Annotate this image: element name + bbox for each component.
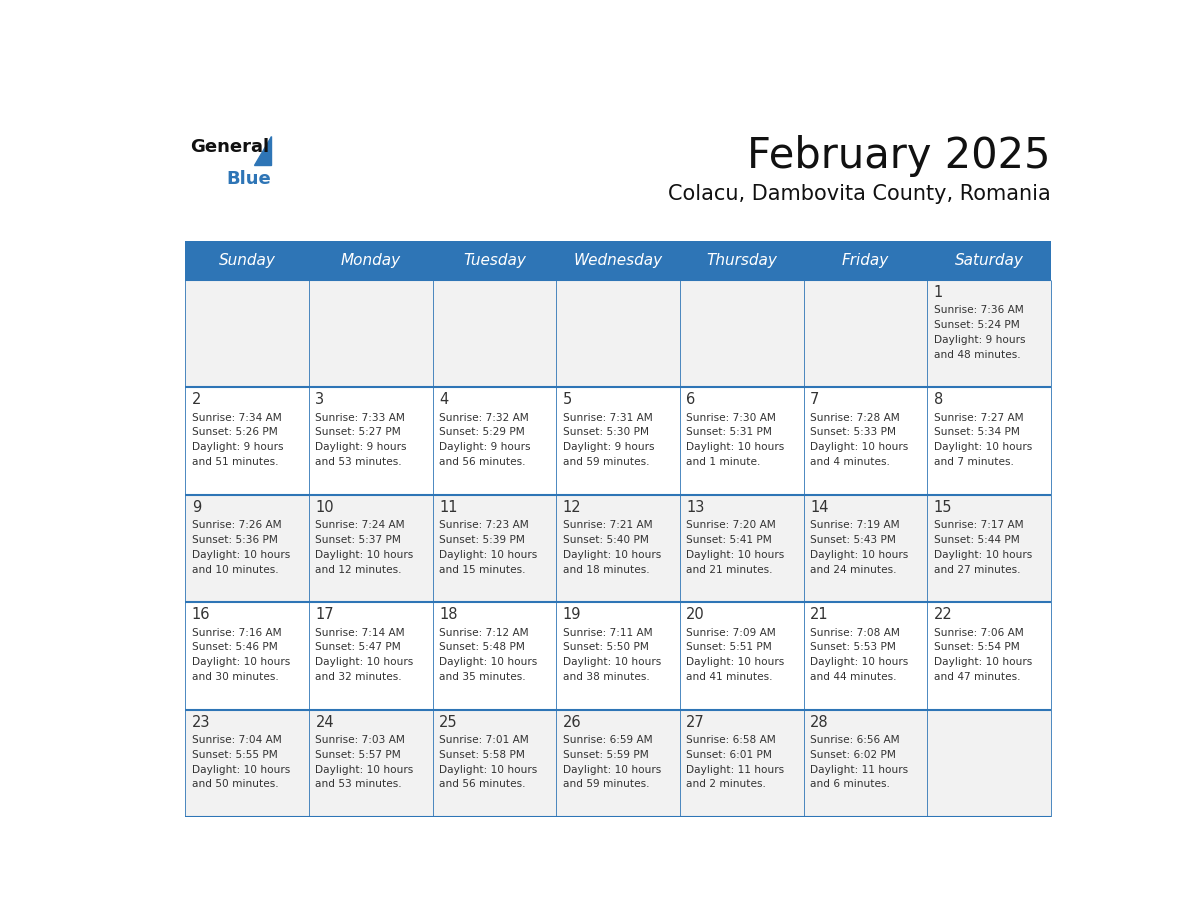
Text: Sunrise: 7:12 AM
Sunset: 5:48 PM
Daylight: 10 hours
and 35 minutes.: Sunrise: 7:12 AM Sunset: 5:48 PM Dayligh… [440,628,537,682]
Bar [927,241,1051,280]
Text: Sunrise: 7:34 AM
Sunset: 5:26 PM
Daylight: 9 hours
and 51 minutes.: Sunrise: 7:34 AM Sunset: 5:26 PM Dayligh… [191,413,283,467]
Bar [185,710,1051,817]
Text: Sunrise: 7:33 AM
Sunset: 5:27 PM
Daylight: 9 hours
and 53 minutes.: Sunrise: 7:33 AM Sunset: 5:27 PM Dayligh… [315,413,407,467]
Bar [309,241,432,280]
Bar [680,241,803,280]
Text: 11: 11 [440,499,457,515]
Text: Sunrise: 7:09 AM
Sunset: 5:51 PM
Daylight: 10 hours
and 41 minutes.: Sunrise: 7:09 AM Sunset: 5:51 PM Dayligh… [687,628,784,682]
Text: Sunrise: 7:21 AM
Sunset: 5:40 PM
Daylight: 10 hours
and 18 minutes.: Sunrise: 7:21 AM Sunset: 5:40 PM Dayligh… [563,521,661,575]
Text: 18: 18 [440,607,457,622]
Text: Sunrise: 7:01 AM
Sunset: 5:58 PM
Daylight: 10 hours
and 56 minutes.: Sunrise: 7:01 AM Sunset: 5:58 PM Dayligh… [440,735,537,789]
Text: Monday: Monday [341,252,400,268]
Bar [185,495,1051,602]
Bar [185,387,1051,495]
Text: Sunrise: 6:56 AM
Sunset: 6:02 PM
Daylight: 11 hours
and 6 minutes.: Sunrise: 6:56 AM Sunset: 6:02 PM Dayligh… [810,735,908,789]
Text: Sunrise: 7:31 AM
Sunset: 5:30 PM
Daylight: 9 hours
and 59 minutes.: Sunrise: 7:31 AM Sunset: 5:30 PM Dayligh… [563,413,655,467]
Bar [185,280,1051,387]
Polygon shape [254,136,271,165]
Text: 7: 7 [810,392,820,408]
Text: 8: 8 [934,392,943,408]
Text: 6: 6 [687,392,695,408]
Text: 19: 19 [563,607,581,622]
Text: 17: 17 [315,607,334,622]
Text: Sunrise: 7:08 AM
Sunset: 5:53 PM
Daylight: 10 hours
and 44 minutes.: Sunrise: 7:08 AM Sunset: 5:53 PM Dayligh… [810,628,908,682]
Text: Sunrise: 7:26 AM
Sunset: 5:36 PM
Daylight: 10 hours
and 10 minutes.: Sunrise: 7:26 AM Sunset: 5:36 PM Dayligh… [191,521,290,575]
Text: Sunrise: 7:17 AM
Sunset: 5:44 PM
Daylight: 10 hours
and 27 minutes.: Sunrise: 7:17 AM Sunset: 5:44 PM Dayligh… [934,521,1032,575]
Text: Sunrise: 6:59 AM
Sunset: 5:59 PM
Daylight: 10 hours
and 59 minutes.: Sunrise: 6:59 AM Sunset: 5:59 PM Dayligh… [563,735,661,789]
Text: Sunrise: 7:27 AM
Sunset: 5:34 PM
Daylight: 10 hours
and 7 minutes.: Sunrise: 7:27 AM Sunset: 5:34 PM Dayligh… [934,413,1032,467]
Text: 9: 9 [191,499,201,515]
Bar [185,602,1051,710]
Text: Sunrise: 7:36 AM
Sunset: 5:24 PM
Daylight: 9 hours
and 48 minutes.: Sunrise: 7:36 AM Sunset: 5:24 PM Dayligh… [934,306,1025,360]
Text: Colacu, Dambovita County, Romania: Colacu, Dambovita County, Romania [668,185,1051,205]
Text: February 2025: February 2025 [747,135,1051,177]
Text: 25: 25 [440,714,457,730]
Text: Sunrise: 7:30 AM
Sunset: 5:31 PM
Daylight: 10 hours
and 1 minute.: Sunrise: 7:30 AM Sunset: 5:31 PM Dayligh… [687,413,784,467]
Text: 3: 3 [315,392,324,408]
Text: 1: 1 [934,285,943,300]
Text: 14: 14 [810,499,828,515]
Text: 26: 26 [563,714,581,730]
Text: 10: 10 [315,499,334,515]
Text: General: General [190,139,268,156]
Text: 12: 12 [563,499,581,515]
Text: Sunrise: 7:23 AM
Sunset: 5:39 PM
Daylight: 10 hours
and 15 minutes.: Sunrise: 7:23 AM Sunset: 5:39 PM Dayligh… [440,521,537,575]
Text: Blue: Blue [227,170,272,188]
Text: Thursday: Thursday [706,252,777,268]
Bar [803,241,927,280]
Text: 22: 22 [934,607,953,622]
Text: Sunrise: 7:03 AM
Sunset: 5:57 PM
Daylight: 10 hours
and 53 minutes.: Sunrise: 7:03 AM Sunset: 5:57 PM Dayligh… [315,735,413,789]
Text: Sunrise: 7:24 AM
Sunset: 5:37 PM
Daylight: 10 hours
and 12 minutes.: Sunrise: 7:24 AM Sunset: 5:37 PM Dayligh… [315,521,413,575]
Text: 13: 13 [687,499,704,515]
Text: 2: 2 [191,392,201,408]
Text: Sunrise: 7:16 AM
Sunset: 5:46 PM
Daylight: 10 hours
and 30 minutes.: Sunrise: 7:16 AM Sunset: 5:46 PM Dayligh… [191,628,290,682]
Text: Tuesday: Tuesday [463,252,526,268]
Text: Sunrise: 7:28 AM
Sunset: 5:33 PM
Daylight: 10 hours
and 4 minutes.: Sunrise: 7:28 AM Sunset: 5:33 PM Dayligh… [810,413,908,467]
Text: 4: 4 [440,392,448,408]
Text: 23: 23 [191,714,210,730]
Text: 20: 20 [687,607,704,622]
Text: Sunrise: 7:19 AM
Sunset: 5:43 PM
Daylight: 10 hours
and 24 minutes.: Sunrise: 7:19 AM Sunset: 5:43 PM Dayligh… [810,521,908,575]
Text: Sunrise: 7:14 AM
Sunset: 5:47 PM
Daylight: 10 hours
and 32 minutes.: Sunrise: 7:14 AM Sunset: 5:47 PM Dayligh… [315,628,413,682]
Text: Sunrise: 7:04 AM
Sunset: 5:55 PM
Daylight: 10 hours
and 50 minutes.: Sunrise: 7:04 AM Sunset: 5:55 PM Dayligh… [191,735,290,789]
Text: 21: 21 [810,607,828,622]
Text: 16: 16 [191,607,210,622]
Text: 24: 24 [315,714,334,730]
Bar [185,241,309,280]
Text: Sunrise: 6:58 AM
Sunset: 6:01 PM
Daylight: 11 hours
and 2 minutes.: Sunrise: 6:58 AM Sunset: 6:01 PM Dayligh… [687,735,784,789]
Text: Wednesday: Wednesday [574,252,663,268]
Text: 15: 15 [934,499,952,515]
Text: Sunrise: 7:32 AM
Sunset: 5:29 PM
Daylight: 9 hours
and 56 minutes.: Sunrise: 7:32 AM Sunset: 5:29 PM Dayligh… [440,413,531,467]
Text: Sunrise: 7:11 AM
Sunset: 5:50 PM
Daylight: 10 hours
and 38 minutes.: Sunrise: 7:11 AM Sunset: 5:50 PM Dayligh… [563,628,661,682]
Text: Saturday: Saturday [954,252,1023,268]
Text: 5: 5 [563,392,571,408]
Text: Sunday: Sunday [219,252,276,268]
Bar [432,241,556,280]
Bar [556,241,680,280]
Text: 28: 28 [810,714,828,730]
Text: Friday: Friday [842,252,889,268]
Text: Sunrise: 7:20 AM
Sunset: 5:41 PM
Daylight: 10 hours
and 21 minutes.: Sunrise: 7:20 AM Sunset: 5:41 PM Dayligh… [687,521,784,575]
Text: 27: 27 [687,714,704,730]
Text: Sunrise: 7:06 AM
Sunset: 5:54 PM
Daylight: 10 hours
and 47 minutes.: Sunrise: 7:06 AM Sunset: 5:54 PM Dayligh… [934,628,1032,682]
